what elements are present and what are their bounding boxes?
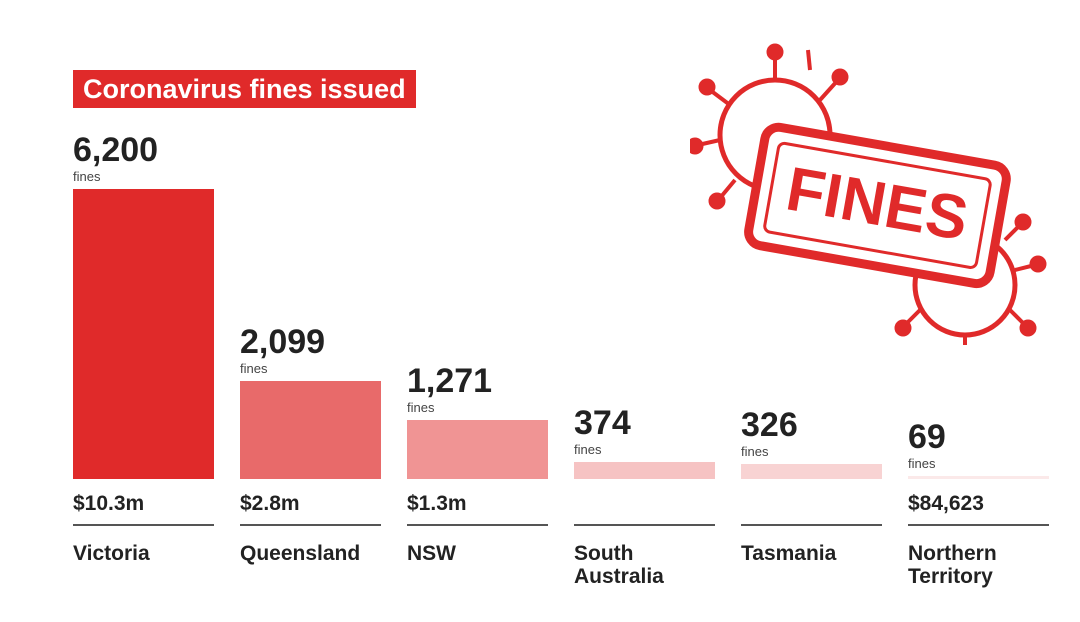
value-label: 374 <box>574 403 631 442</box>
category-label: Victoria <box>73 542 150 565</box>
bar <box>407 419 548 479</box>
amount-label: $84,623 <box>908 492 984 515</box>
divider <box>407 524 548 526</box>
unit-label: fines <box>407 399 435 415</box>
value-label: 2,099 <box>240 322 326 361</box>
bar <box>908 475 1049 479</box>
divider <box>73 524 214 526</box>
amount-label: $1.3m <box>407 492 467 515</box>
unit-label: fines <box>908 455 936 471</box>
value-label: 326 <box>741 405 798 444</box>
value-label: 69 <box>908 417 946 456</box>
bar <box>73 189 214 479</box>
category-label: Queensland <box>240 542 361 565</box>
category-label: Tasmania <box>741 542 837 565</box>
bar <box>574 461 715 479</box>
category-label: NSW <box>407 542 456 565</box>
divider <box>908 524 1049 526</box>
category-label: South Australia <box>574 542 664 588</box>
divider <box>574 524 715 526</box>
amount-label: $10.3m <box>73 492 145 515</box>
value-label: 1,271 <box>407 361 493 400</box>
unit-label: fines <box>240 360 268 376</box>
bar <box>741 463 882 479</box>
chart-title: Coronavirus fines issued <box>73 70 416 108</box>
amount-label: $2.8m <box>240 492 300 515</box>
stamp: FINES <box>690 43 1047 345</box>
bar <box>240 380 381 479</box>
category-label: Northern Territory <box>908 542 997 588</box>
unit-label: fines <box>741 443 769 459</box>
divider <box>240 524 381 526</box>
unit-label: fines <box>574 441 602 457</box>
value-label: 6,200 <box>73 131 159 169</box>
divider <box>741 524 882 526</box>
unit-label: fines <box>73 169 101 184</box>
